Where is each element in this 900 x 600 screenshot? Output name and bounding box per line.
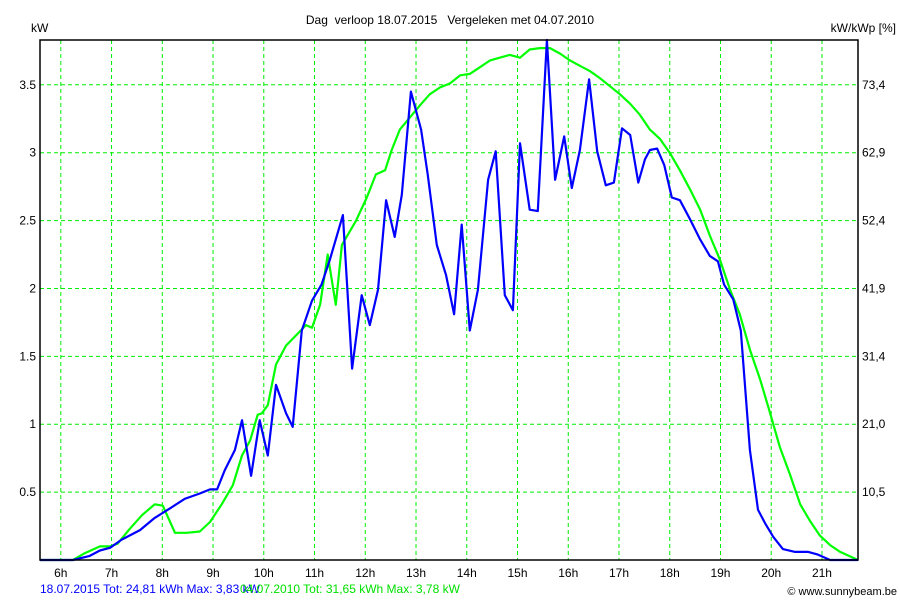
x-tick-label: 7h xyxy=(105,566,118,580)
y-right-tick-label: 73,4 xyxy=(862,78,886,92)
footer-credit: © www.sunnybeam.be xyxy=(787,586,897,598)
y-tick-label: 1 xyxy=(29,417,36,431)
series-layer xyxy=(40,38,859,562)
x-tick-label: 8h xyxy=(156,566,169,580)
y-tick-label: 2.5 xyxy=(19,214,36,228)
x-tick-label: 10h xyxy=(254,566,274,580)
x-tick-label: 15h xyxy=(507,566,527,580)
x-tick-label: 14h xyxy=(457,566,477,580)
y-right-tick-label: 10,5 xyxy=(862,485,886,499)
series-line-18.07.2015 xyxy=(40,38,858,562)
y-right-tick-label: 21,0 xyxy=(862,417,886,431)
x-tick-label: 6h xyxy=(54,566,67,580)
x-tick-label: 13h xyxy=(406,566,426,580)
y-axis-label: kW xyxy=(31,21,49,35)
x-tick-label: 18h xyxy=(660,566,680,580)
x-tick-label: 9h xyxy=(206,566,219,580)
y-tick-label: 0.5 xyxy=(19,485,36,499)
y-tick-label: 3 xyxy=(29,146,36,160)
y-tick-label: 2 xyxy=(29,281,36,295)
y-right-tick-label: 31,4 xyxy=(862,349,886,363)
x-tick-label: 21h xyxy=(812,566,832,580)
x-tick-label: 20h xyxy=(761,566,781,580)
y-right-tick-label: 52,4 xyxy=(862,214,886,228)
y-tick-label: 3.5 xyxy=(19,78,36,92)
series-line-04.07.2010 xyxy=(40,46,859,562)
x-tick-label: 16h xyxy=(558,566,578,580)
y-tick-label: 1.5 xyxy=(19,349,36,363)
x-tick-label: 19h xyxy=(710,566,730,580)
legend-series-2: 04.07.2010 Tot: 31,65 kWh Max: 3,78 kW xyxy=(240,582,461,596)
plot-frame xyxy=(39,39,859,561)
chart-title: Dag verloop 18.07.2015 Vergeleken met 04… xyxy=(306,13,595,27)
legend-series-1: 18.07.2015 Tot: 24,81 kWh Max: 3,83 kW xyxy=(40,582,261,596)
y-right-tick-label: 41,9 xyxy=(862,281,886,295)
grid xyxy=(40,40,858,560)
x-tick-label: 12h xyxy=(355,566,375,580)
x-tick-label: 17h xyxy=(609,566,629,580)
y-right-tick-label: 62,9 xyxy=(862,146,886,160)
ticks: 6h 7h 8h 9h 10h 11h 12h 13h 14h 15h 16h 17h 18h 19h 20… xyxy=(19,78,885,580)
y-axis-right-label: kW/kWp [%] xyxy=(831,21,896,35)
x-tick-label: 11h xyxy=(305,566,324,580)
